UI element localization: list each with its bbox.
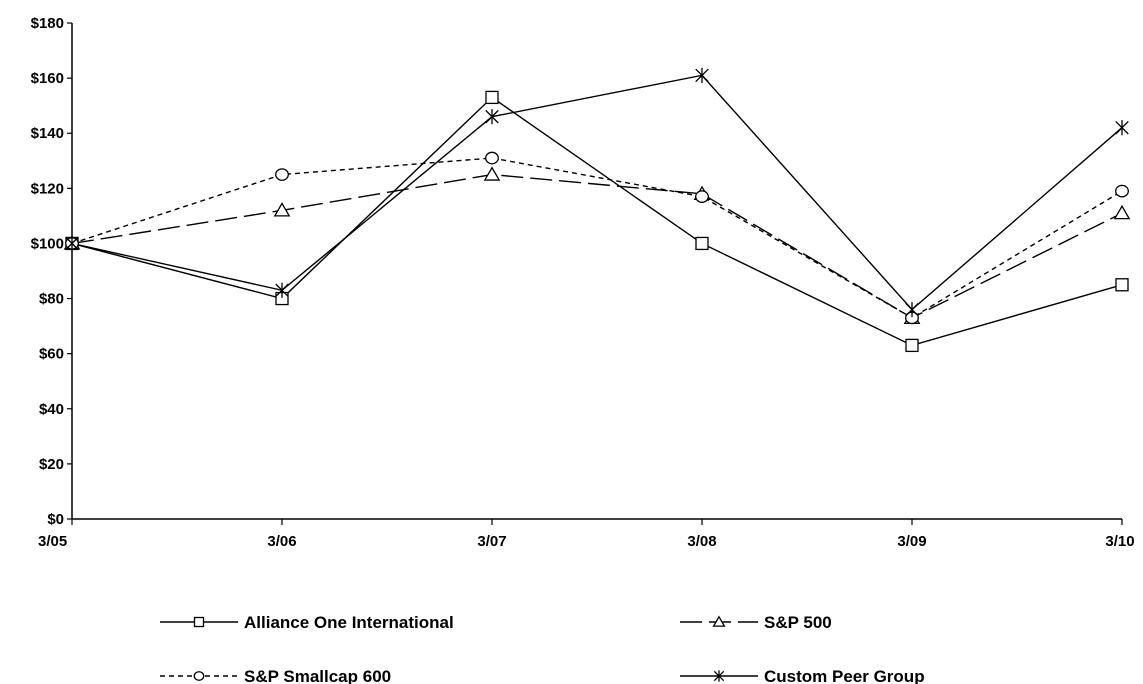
legend-label: Alliance One International xyxy=(244,613,454,632)
y-tick-label: $80 xyxy=(39,291,64,308)
x-tick-label: 3/05 xyxy=(38,533,67,550)
legend-marker-asterisk xyxy=(713,670,725,682)
y-tick-label: $140 xyxy=(31,125,64,142)
x-axis-tick-labels: 3/05 3/06 3/07 3/08 3/09 3/10 xyxy=(38,533,1135,550)
data-point-asterisk xyxy=(485,109,499,125)
data-point-circle xyxy=(695,190,709,203)
x-tick-label: 3/10 xyxy=(1105,533,1134,550)
data-point-triangle xyxy=(273,202,291,217)
y-tick-label: $20 xyxy=(39,456,64,473)
y-tick-label: $60 xyxy=(39,346,64,363)
series-line-0 xyxy=(71,96,1123,347)
data-point-square xyxy=(1115,278,1129,292)
y-tick-label: $160 xyxy=(31,70,64,87)
y-tick-label: $40 xyxy=(39,401,64,418)
data-point-circle xyxy=(485,151,499,165)
y-tick-label: $100 xyxy=(31,235,64,252)
legend-item: S&P Smallcap 600 xyxy=(160,667,391,684)
legend-marker-triangle xyxy=(712,615,726,627)
data-point-asterisk xyxy=(695,67,709,83)
legend-label: Custom Peer Group xyxy=(764,667,925,684)
legend-marker-circle xyxy=(193,671,205,681)
series-line-1 xyxy=(71,173,1123,319)
series-lines xyxy=(71,74,1123,347)
y-axis-tick-labels: $0 $20 $40 $60 $80 $100 $120 $140 $160 $180 xyxy=(31,15,64,528)
data-point-square xyxy=(485,90,499,105)
legend-label: S&P 500 xyxy=(764,613,832,632)
series-line-3 xyxy=(71,74,1123,311)
legend: Alliance One International S&P 500 S&P Sma… xyxy=(160,613,925,684)
legend-item: S&P 500 xyxy=(680,613,832,632)
data-point-asterisk xyxy=(275,282,289,298)
series-markers xyxy=(63,67,1131,353)
legend-marker-square xyxy=(193,616,205,628)
y-tick-label: $180 xyxy=(31,15,64,32)
legend-item: Alliance One International xyxy=(160,613,454,632)
data-point-square xyxy=(905,338,919,353)
legend-item: Custom Peer Group xyxy=(680,667,925,684)
x-tick-label: 3/07 xyxy=(477,533,506,550)
data-point-asterisk xyxy=(905,302,919,318)
data-point-circle xyxy=(275,168,289,181)
x-tick-label: 3/06 xyxy=(267,533,296,550)
series-line-2 xyxy=(71,157,1123,319)
data-point-circle xyxy=(1115,184,1129,198)
data-point-asterisk xyxy=(65,235,79,252)
data-point-triangle xyxy=(483,166,501,181)
data-point-square xyxy=(695,236,709,251)
legend-label: S&P Smallcap 600 xyxy=(244,667,391,684)
data-point-triangle xyxy=(1113,204,1131,220)
x-tick-label: 3/08 xyxy=(687,533,716,550)
x-tick-label: 3/09 xyxy=(897,533,926,550)
data-point-asterisk xyxy=(1115,120,1129,136)
y-tick-label: $120 xyxy=(31,180,64,197)
x-axis-ticks xyxy=(71,519,1123,525)
y-tick-label: $0 xyxy=(47,511,64,528)
